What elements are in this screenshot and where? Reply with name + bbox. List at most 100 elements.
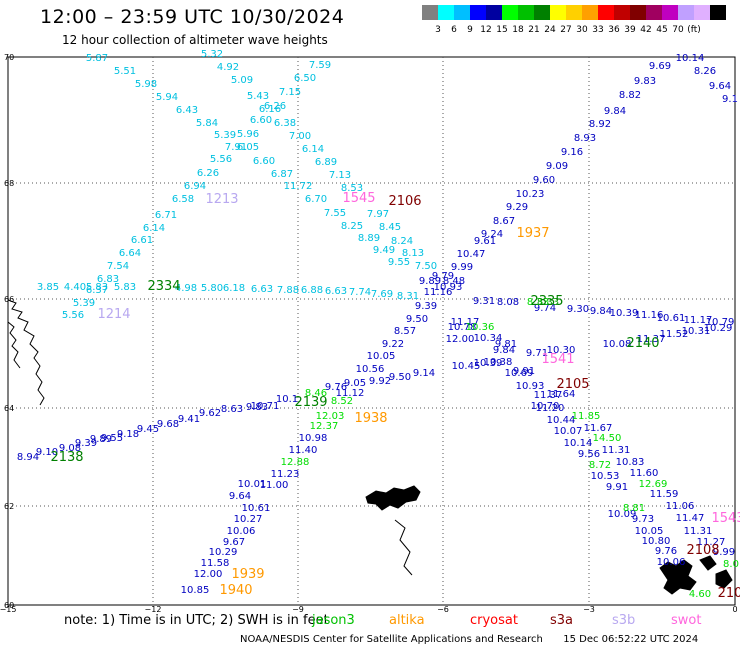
- lon-tick-label: −15: [0, 605, 16, 614]
- footer-credit: NOAA/NESDIS Center for Satellite Applica…: [240, 634, 698, 645]
- wave-height-value: 8.93: [574, 133, 596, 144]
- wave-height-value: 8.53: [341, 183, 363, 194]
- pass-time-label: 1937: [516, 226, 549, 241]
- wave-height-value: 5.32: [201, 49, 223, 60]
- wave-height-value: 9.39: [415, 301, 437, 312]
- wave-height-value: 6.60: [253, 156, 275, 167]
- coastline-greenland: [7, 299, 45, 406]
- wave-height-value: 9.68: [157, 419, 179, 430]
- pass-time-label: 2108: [686, 543, 719, 558]
- wave-height-value: 9.89: [419, 276, 441, 287]
- wave-height-value: 9.83: [246, 402, 268, 413]
- scale-swatch: [662, 5, 678, 20]
- credit-timestamp: 15 Dec 06:52:22 UTC 2024: [563, 634, 699, 645]
- wave-height-value: 6.60: [250, 115, 272, 126]
- lat-tick-label: 70: [4, 53, 14, 62]
- wave-height-value: 9.71: [526, 348, 548, 359]
- pass-time-label: 1213: [205, 192, 238, 207]
- wave-height-value: 10.08: [603, 339, 632, 350]
- lat-tick-label: 64: [4, 404, 14, 413]
- wave-height-value: 10.34: [474, 333, 503, 344]
- wave-height-value: 7.91: [225, 142, 247, 153]
- wave-height-value: 8.94: [17, 452, 39, 463]
- wave-height-value: 8.08: [497, 297, 519, 308]
- graticule: [8, 57, 735, 605]
- wave-height-value: 10.56: [356, 364, 385, 375]
- wave-height-value: 7.55: [324, 208, 346, 219]
- wave-height-value: 10.70: [531, 401, 560, 412]
- wave-height-value: 8.31: [397, 291, 419, 302]
- wave-height-value: 10.01: [238, 479, 267, 490]
- wave-height-value: 9.49: [373, 245, 395, 256]
- wave-height-value: 9.45: [137, 424, 159, 435]
- wave-height-value: 12.00: [446, 334, 475, 345]
- wave-height-value: 7.74: [349, 287, 371, 298]
- wave-height-value: 6.63: [251, 284, 273, 295]
- wave-height-value: 8.57: [394, 326, 416, 337]
- wave-height-value: 10.29: [704, 323, 733, 334]
- wave-height-value: 5.94: [156, 92, 178, 103]
- wave-height-value: 10.06: [227, 526, 256, 537]
- satellite-legend-item: altika: [389, 613, 425, 628]
- wave-height-value: 6.26: [264, 101, 286, 112]
- wave-height-value: 9.55: [388, 257, 410, 268]
- wave-height-value: 6.64: [119, 248, 141, 259]
- wave-height-value: 11.85: [572, 411, 601, 422]
- scale-label: 12: [480, 25, 492, 35]
- wave-height-value: 5.09: [231, 75, 253, 86]
- wave-height-value: 7.69: [371, 289, 393, 300]
- wave-height-value: 6.14: [302, 144, 324, 155]
- satellite-legend-item: swot: [671, 613, 702, 628]
- wave-height-value: 6.63: [325, 286, 347, 297]
- wave-height-value: 6.50: [294, 73, 316, 84]
- wave-height-value: 10.47: [457, 249, 486, 260]
- wave-height-value: 11.40: [289, 445, 318, 456]
- wave-height-value: 7.50: [415, 261, 437, 272]
- scale-swatch: [614, 5, 630, 20]
- wave-height-value: 11.47: [676, 513, 705, 524]
- wave-height-value: 9.30: [567, 304, 589, 315]
- lat-tick-label: 68: [4, 179, 14, 188]
- wave-height-value: 6.37: [86, 285, 108, 296]
- wave-height-value: 12.37: [310, 421, 339, 432]
- lat-tick-label: 62: [4, 502, 14, 511]
- scale-swatch: [646, 5, 662, 20]
- wave-height-value: 9.14: [413, 368, 435, 379]
- scale-swatch: [470, 5, 486, 20]
- wave-height-value: 6.26: [197, 168, 219, 179]
- lat-tick-label: 66: [4, 295, 14, 304]
- wave-height-value: 9.64: [229, 491, 251, 502]
- pass-time-label: 2105: [556, 377, 589, 392]
- wave-height-value: 10.05: [635, 526, 664, 537]
- wave-height-value: 9.24: [481, 229, 503, 240]
- wave-height-value: 11.00: [260, 480, 289, 491]
- wave-height-value: 11.17: [684, 315, 713, 326]
- pass-time-label: 1214: [97, 307, 130, 322]
- wave-height-value: 8.0: [723, 559, 739, 570]
- wave-height-value: 9.61: [474, 236, 496, 247]
- wave-height-value: 6.87: [271, 169, 293, 180]
- wave-height-value: 3.85: [37, 282, 59, 293]
- wave-height-value: 9.84: [590, 306, 612, 317]
- wave-height-value: 10.29: [209, 547, 238, 558]
- wave-height-value: 9.1: [722, 94, 738, 105]
- wave-height-value: 9.09: [546, 161, 568, 172]
- wave-height-value: 10.93: [434, 282, 463, 293]
- pass-time-labels: 1213121423342106154519372335214015412105…: [50, 191, 740, 601]
- wave-height-value: 4.98: [175, 283, 197, 294]
- wave-height-value: 11.16: [424, 287, 453, 298]
- wave-height-value: 11.59: [650, 489, 679, 500]
- scale-label: 9: [467, 25, 473, 35]
- wave-height-value: 7.15: [279, 87, 301, 98]
- scale-label: 21: [528, 25, 540, 35]
- wave-height-value: 14.50: [593, 433, 622, 444]
- wave-height-value: 10.71: [251, 401, 280, 412]
- scale-label: (ft): [687, 25, 701, 35]
- wave-height-value: 10.14: [564, 438, 593, 449]
- wave-height-value: 10.61: [242, 503, 271, 514]
- wave-height-value: 11.72: [284, 181, 313, 192]
- wave-height-value: 9.60: [533, 175, 555, 186]
- satellite-legend-item: jason3: [312, 613, 355, 628]
- wave-height-value: 7.59: [309, 60, 331, 71]
- scale-swatch: [582, 5, 598, 20]
